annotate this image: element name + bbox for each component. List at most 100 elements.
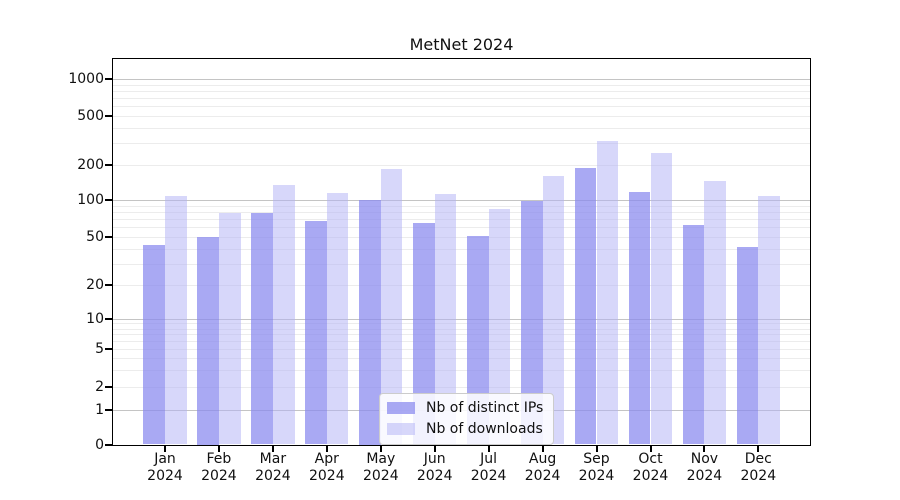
y-tick-label-100: 100	[77, 192, 104, 208]
y-tick-mark	[105, 443, 112, 446]
y-tick-mark	[105, 236, 112, 238]
major-gridline	[113, 318, 810, 320]
y-tick-mark	[105, 408, 112, 411]
x-tick-label-mar: Mar 2024	[255, 451, 291, 484]
bar-oct-downloads	[650, 152, 673, 445]
x-tick-mark	[325, 445, 328, 452]
x-tick-label-dec: Dec 2024	[740, 451, 777, 484]
minor-gridline	[113, 341, 810, 342]
x-tick-mark	[379, 445, 382, 452]
x-tick-mark	[217, 445, 220, 452]
bar-mar-distinct-ips	[251, 212, 273, 445]
x-tick-mark	[433, 445, 436, 452]
minor-gridline	[113, 143, 810, 145]
legend-swatch-distinct-ips	[387, 402, 415, 414]
x-tick-mark	[487, 445, 490, 452]
x-tick-mark	[703, 445, 706, 452]
major-gridline	[113, 79, 810, 80]
minor-gridline	[113, 334, 810, 336]
bar-feb-downloads	[218, 213, 241, 445]
minor-gridline	[113, 386, 810, 388]
bar-mar-downloads	[272, 184, 295, 445]
bar-dec-downloads	[758, 195, 780, 445]
bar-feb-distinct-ips	[197, 237, 219, 445]
minor-gridline	[113, 90, 810, 92]
minor-gridline	[113, 165, 810, 166]
y-tick-label-200: 200	[77, 157, 104, 173]
legend-label-downloads: Nb of downloads	[426, 421, 543, 437]
minor-gridline	[113, 115, 810, 117]
y-tick-label-10: 10	[86, 310, 104, 327]
x-tick-mark	[271, 445, 274, 452]
bar-may-distinct-ips	[359, 200, 381, 445]
x-tick-mark	[649, 445, 652, 452]
plot-area: Nb of distinct IPs Nb of downloads	[113, 60, 810, 445]
minor-gridline	[113, 106, 810, 107]
y-tick-mark	[105, 114, 112, 117]
bar-nov-downloads	[704, 181, 727, 445]
y-tick-label-2: 2	[95, 378, 104, 395]
bar-sep-downloads	[596, 140, 619, 445]
minor-gridline	[113, 284, 810, 286]
y-tick-label-1000: 1000	[68, 71, 104, 87]
x-tick-label-jul: Jul 2024	[470, 451, 507, 484]
bar-jun-downloads	[434, 194, 457, 445]
bar-may-downloads	[380, 168, 403, 445]
x-tick-label-may: May 2024	[362, 451, 399, 484]
x-tick-mark	[164, 445, 166, 452]
y-tick-label-0: 0	[95, 436, 104, 453]
minor-gridline	[113, 358, 810, 360]
bar-jan-downloads	[165, 196, 187, 445]
minor-gridline	[113, 211, 810, 213]
bar-apr-downloads	[326, 193, 349, 445]
x-tick-mark	[757, 445, 760, 452]
y-tick-label-500: 500	[77, 107, 104, 124]
x-tick-label-apr: Apr 2024	[308, 451, 345, 484]
y-tick-mark	[105, 199, 112, 201]
minor-gridline	[113, 219, 810, 220]
bar-oct-distinct-ips	[628, 191, 651, 445]
y-tick-mark	[105, 78, 112, 80]
legend: Nb of distinct IPs Nb of downloads	[379, 393, 555, 445]
bar-jul-downloads	[488, 208, 511, 445]
bar-sep-distinct-ips	[574, 168, 597, 445]
minor-gridline	[113, 97, 810, 99]
legend-item-distinct-ips: Nb of distinct IPs	[387, 400, 543, 416]
minor-gridline	[113, 84, 810, 86]
y-tick-label-20: 20	[86, 276, 104, 293]
y-tick-mark	[105, 317, 112, 320]
bar-jul-distinct-ips	[466, 235, 489, 445]
minor-gridline	[113, 349, 810, 350]
minor-gridline	[113, 227, 810, 229]
y-tick-label-1: 1	[95, 401, 104, 418]
x-tick-label-sep: Sep 2024	[578, 451, 615, 484]
x-tick-label-aug: Aug 2024	[524, 451, 561, 484]
x-tick-label-jun: Jun 2024	[416, 451, 453, 484]
y-tick-label-5: 5	[95, 341, 104, 357]
x-tick-label-oct: Oct 2024	[632, 451, 669, 484]
bar-jun-distinct-ips	[413, 223, 435, 445]
y-tick-label-50: 50	[86, 229, 104, 245]
minor-gridline	[113, 127, 810, 129]
minor-gridline	[113, 205, 810, 207]
minor-gridline	[113, 237, 810, 238]
bar-nov-distinct-ips	[682, 224, 705, 445]
y-tick-mark	[105, 348, 112, 350]
minor-gridline	[113, 370, 810, 371]
bar-aug-distinct-ips	[520, 200, 543, 445]
y-tick-mark	[105, 385, 112, 388]
chart-title: MetNet 2024	[409, 35, 514, 54]
bar-dec-distinct-ips	[736, 247, 759, 445]
minor-gridline	[113, 248, 810, 250]
y-tick-mark	[105, 164, 112, 166]
x-tick-label-feb: Feb 2024	[201, 451, 237, 484]
legend-swatch-downloads	[387, 423, 415, 435]
bar-apr-distinct-ips	[305, 221, 327, 445]
y-tick-mark	[105, 283, 112, 286]
legend-label-distinct-ips: Nb of distinct IPs	[426, 400, 544, 416]
x-tick-mark	[595, 445, 598, 452]
bar-jan-distinct-ips	[143, 244, 165, 445]
minor-gridline	[113, 323, 810, 325]
x-tick-label-jan: Jan 2024	[147, 451, 183, 484]
